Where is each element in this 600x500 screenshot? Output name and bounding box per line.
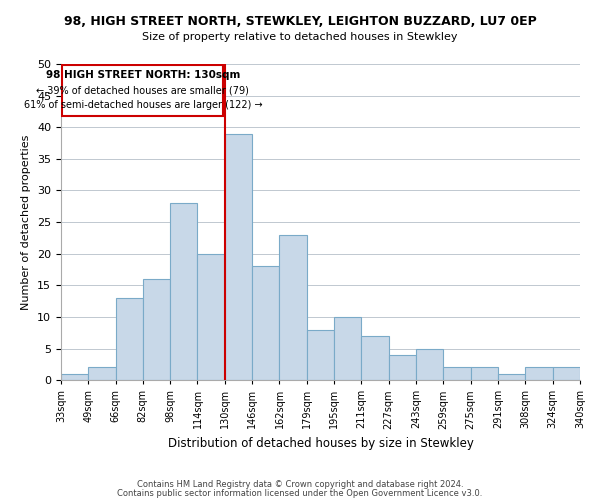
Text: 98 HIGH STREET NORTH: 130sqm: 98 HIGH STREET NORTH: 130sqm <box>46 70 240 81</box>
Text: Size of property relative to detached houses in Stewkley: Size of property relative to detached ho… <box>142 32 458 42</box>
Bar <box>361 336 389 380</box>
Text: Contains HM Land Registry data © Crown copyright and database right 2024.: Contains HM Land Registry data © Crown c… <box>137 480 463 489</box>
Y-axis label: Number of detached properties: Number of detached properties <box>22 134 31 310</box>
Bar <box>526 368 553 380</box>
Bar <box>553 368 580 380</box>
FancyBboxPatch shape <box>62 66 223 116</box>
Bar <box>471 368 498 380</box>
Bar <box>416 348 443 380</box>
X-axis label: Distribution of detached houses by size in Stewkley: Distribution of detached houses by size … <box>167 437 473 450</box>
Bar <box>170 203 197 380</box>
Bar <box>116 298 143 380</box>
Bar <box>61 374 88 380</box>
Bar <box>389 355 416 380</box>
Bar <box>143 279 170 380</box>
Bar <box>88 368 116 380</box>
Bar <box>280 234 307 380</box>
Bar <box>334 317 361 380</box>
Bar <box>307 330 334 380</box>
Bar <box>498 374 526 380</box>
Text: 98, HIGH STREET NORTH, STEWKLEY, LEIGHTON BUZZARD, LU7 0EP: 98, HIGH STREET NORTH, STEWKLEY, LEIGHTO… <box>64 15 536 28</box>
Text: ← 39% of detached houses are smaller (79): ← 39% of detached houses are smaller (79… <box>37 86 249 96</box>
Bar <box>225 134 252 380</box>
Bar <box>252 266 280 380</box>
Bar <box>443 368 471 380</box>
Bar <box>197 254 225 380</box>
Text: 61% of semi-detached houses are larger (122) →: 61% of semi-detached houses are larger (… <box>23 100 262 110</box>
Text: Contains public sector information licensed under the Open Government Licence v3: Contains public sector information licen… <box>118 488 482 498</box>
